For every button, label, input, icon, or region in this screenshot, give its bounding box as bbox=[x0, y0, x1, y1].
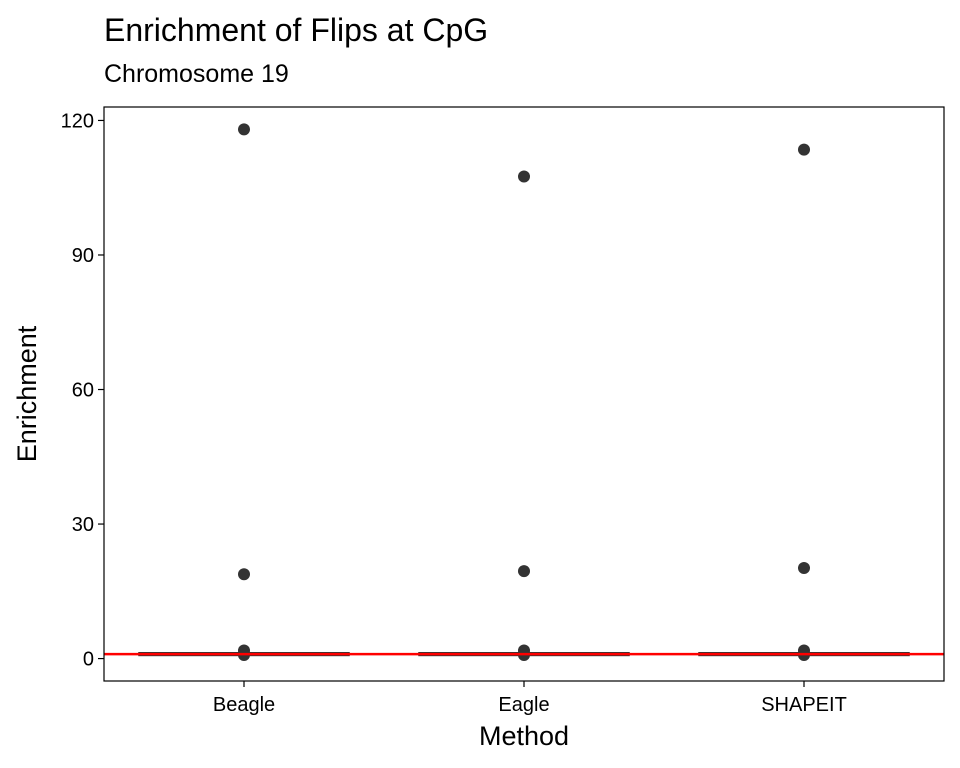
outlier-point bbox=[798, 561, 810, 574]
y-tick-label: 120 bbox=[61, 110, 94, 132]
outlier-point bbox=[238, 568, 250, 581]
chart-title: Enrichment of Flips at CpG bbox=[104, 12, 489, 48]
y-tick-label: 60 bbox=[72, 380, 94, 402]
y-tick-label: 0 bbox=[83, 649, 94, 671]
plot-panel bbox=[103, 106, 945, 682]
x-tick-label: SHAPEIT bbox=[761, 694, 847, 716]
y-tick-label: 30 bbox=[72, 514, 94, 536]
outlier-point bbox=[798, 143, 810, 156]
x-tick-label: Eagle bbox=[498, 694, 549, 716]
outlier-point bbox=[518, 170, 530, 183]
y-axis: 0 30 60 90 120 bbox=[61, 110, 104, 671]
y-axis-title: Enrichment bbox=[12, 325, 42, 462]
y-tick-label: 90 bbox=[72, 245, 94, 267]
x-axis-title: Method bbox=[479, 721, 569, 751]
x-axis: Beagle Eagle SHAPEIT bbox=[213, 681, 847, 716]
chart-subtitle: Chromosome 19 bbox=[104, 60, 289, 88]
outlier-point bbox=[238, 123, 250, 136]
outliers-layer bbox=[238, 123, 810, 661]
x-tick-label: Beagle bbox=[213, 694, 275, 716]
outlier-point bbox=[518, 565, 530, 578]
